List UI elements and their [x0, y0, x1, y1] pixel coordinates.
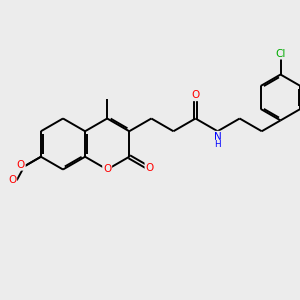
Text: H: H — [214, 140, 221, 149]
Text: O: O — [8, 175, 16, 185]
Text: N: N — [214, 132, 221, 142]
Text: O: O — [146, 163, 154, 172]
Text: Cl: Cl — [275, 49, 286, 59]
Text: O: O — [16, 160, 25, 170]
Text: O: O — [191, 90, 200, 100]
Text: O: O — [103, 164, 111, 175]
